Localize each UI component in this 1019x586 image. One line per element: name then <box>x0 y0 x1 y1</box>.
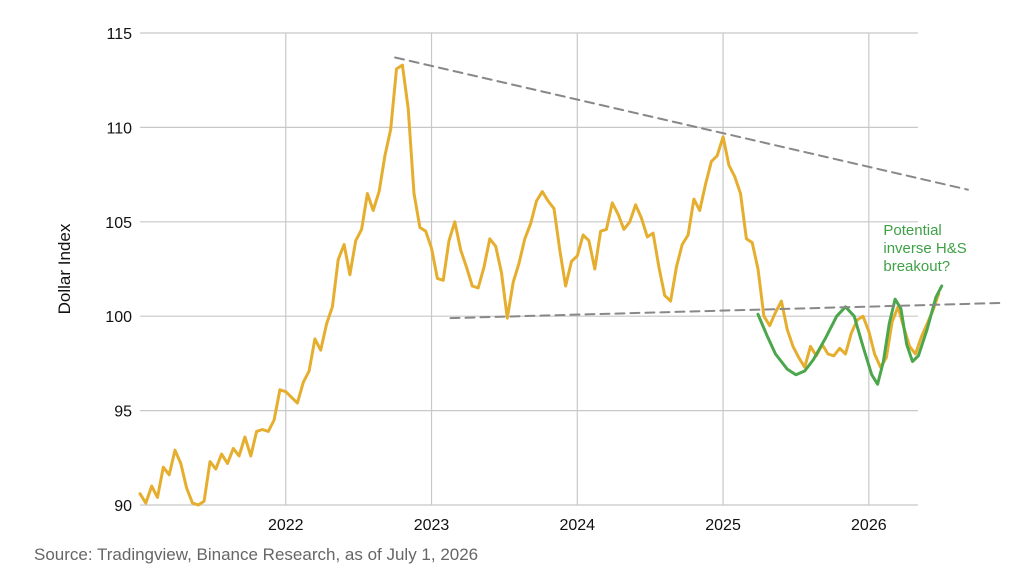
y-tick-label: 115 <box>106 26 132 43</box>
x-tick-label: 2024 <box>559 517 595 534</box>
y-tick-label: 95 <box>114 404 132 421</box>
dollar-index-chart: 90 95 100 105 110 115 2022 2023 2024 2025 2026 Doll… <box>55 26 1001 534</box>
y-tick-label: 110 <box>106 120 132 137</box>
y-axis-title: Dollar Index <box>55 223 74 314</box>
y-tick-label: 100 <box>105 309 132 326</box>
annotation-text: Potential <box>883 222 941 239</box>
x-tick-label: 2025 <box>705 517 741 534</box>
annotation-text: breakout? <box>883 258 950 275</box>
x-tick-label: 2023 <box>414 517 450 534</box>
x-tick-label: 2026 <box>851 517 887 534</box>
chart-svg: 90 95 100 105 110 115 2022 2023 2024 2025 2026 Doll… <box>55 26 1001 534</box>
annotation-text: inverse H&S <box>883 240 966 257</box>
series-line-1 <box>756 284 944 386</box>
y-tick-label: 90 <box>114 498 132 515</box>
trendline-3 <box>449 302 1001 320</box>
source-note: Source: Tradingview, Binance Research, a… <box>34 545 479 564</box>
series-line-0 <box>138 63 941 507</box>
trendline-2 <box>394 56 969 191</box>
x-tick-label: 2022 <box>268 517 304 534</box>
y-tick-label: 105 <box>105 215 132 232</box>
